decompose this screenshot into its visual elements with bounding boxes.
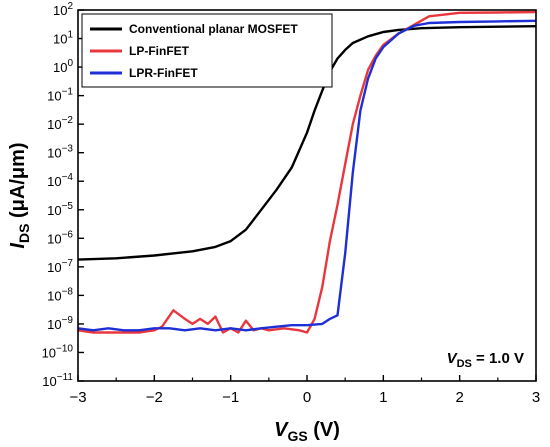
y-tick-label: 10−9 — [47, 315, 73, 332]
x-tick-label: 1 — [379, 389, 387, 406]
series-lines — [77, 10, 537, 334]
y-tick-label: 10−10 — [42, 343, 74, 360]
x-axis-title-sub: GS — [287, 428, 307, 444]
y-tick-label: 10−6 — [47, 229, 73, 246]
series-line-lp-finfet — [77, 10, 537, 334]
y-tick-labels: 10−11 10−10 10−9 10−8 10−7 10−6 10−5 10−4 10−3 10… — [42, 1, 74, 389]
vds-annotation-rest: = 1.0 V — [472, 350, 524, 367]
y-tick-label: 102 — [53, 1, 73, 18]
y-tick-label: 101 — [53, 30, 73, 47]
y-tick-label: 10−11 — [42, 372, 73, 389]
y-axis-title-main: I — [7, 243, 29, 249]
legend-label-lpr-finfet: LPR-FinFET — [129, 66, 198, 80]
x-tick-label: −3 — [69, 389, 86, 406]
legend-label-lp-finfet: LP-FinFET — [129, 44, 190, 58]
x-axis-title-main: V — [274, 419, 289, 441]
x-tick-label: 0 — [303, 389, 311, 406]
x-tick-label: −1 — [222, 389, 239, 406]
series-line-lpr-finfet — [77, 19, 537, 332]
x-tick-label: 3 — [532, 389, 540, 406]
vds-annotation-sub: DS — [457, 358, 472, 370]
y-tick-label: 10−2 — [47, 115, 73, 132]
y-tick-label: 10−7 — [47, 258, 73, 275]
x-tick-label: 2 — [455, 389, 463, 406]
y-tick-label: 10−3 — [47, 144, 73, 161]
y-tick-label: 10−8 — [47, 286, 73, 303]
y-axis-title-unit: (μA/μm) — [7, 142, 29, 223]
x-tick-labels: −3 −2 −1 0 1 2 3 — [69, 389, 540, 406]
y-tick-label: 10−5 — [47, 201, 73, 218]
y-tick-label: 10−4 — [47, 172, 73, 189]
legend: Conventional planar MOSFET LP-FinFET LPR… — [81, 13, 333, 88]
vds-annotation-main: V — [447, 350, 459, 367]
x-axis-title: VGS (V) — [274, 419, 340, 444]
y-tick-label: 10−1 — [47, 87, 73, 104]
series-line-conventional — [77, 25, 537, 261]
y-axis-title-sub: DS — [16, 224, 32, 243]
vds-annotation: VDS = 1.0 V — [447, 350, 524, 370]
legend-box — [81, 13, 333, 88]
y-tick-label: 100 — [53, 58, 73, 75]
x-axis-title-unit: (V) — [308, 419, 340, 441]
y-axis-title: IDS (μA/μm) — [7, 142, 32, 248]
x-tick-label: −2 — [146, 389, 163, 406]
plot-frame — [77, 9, 537, 382]
legend-label-conventional: Conventional planar MOSFET — [129, 22, 298, 36]
